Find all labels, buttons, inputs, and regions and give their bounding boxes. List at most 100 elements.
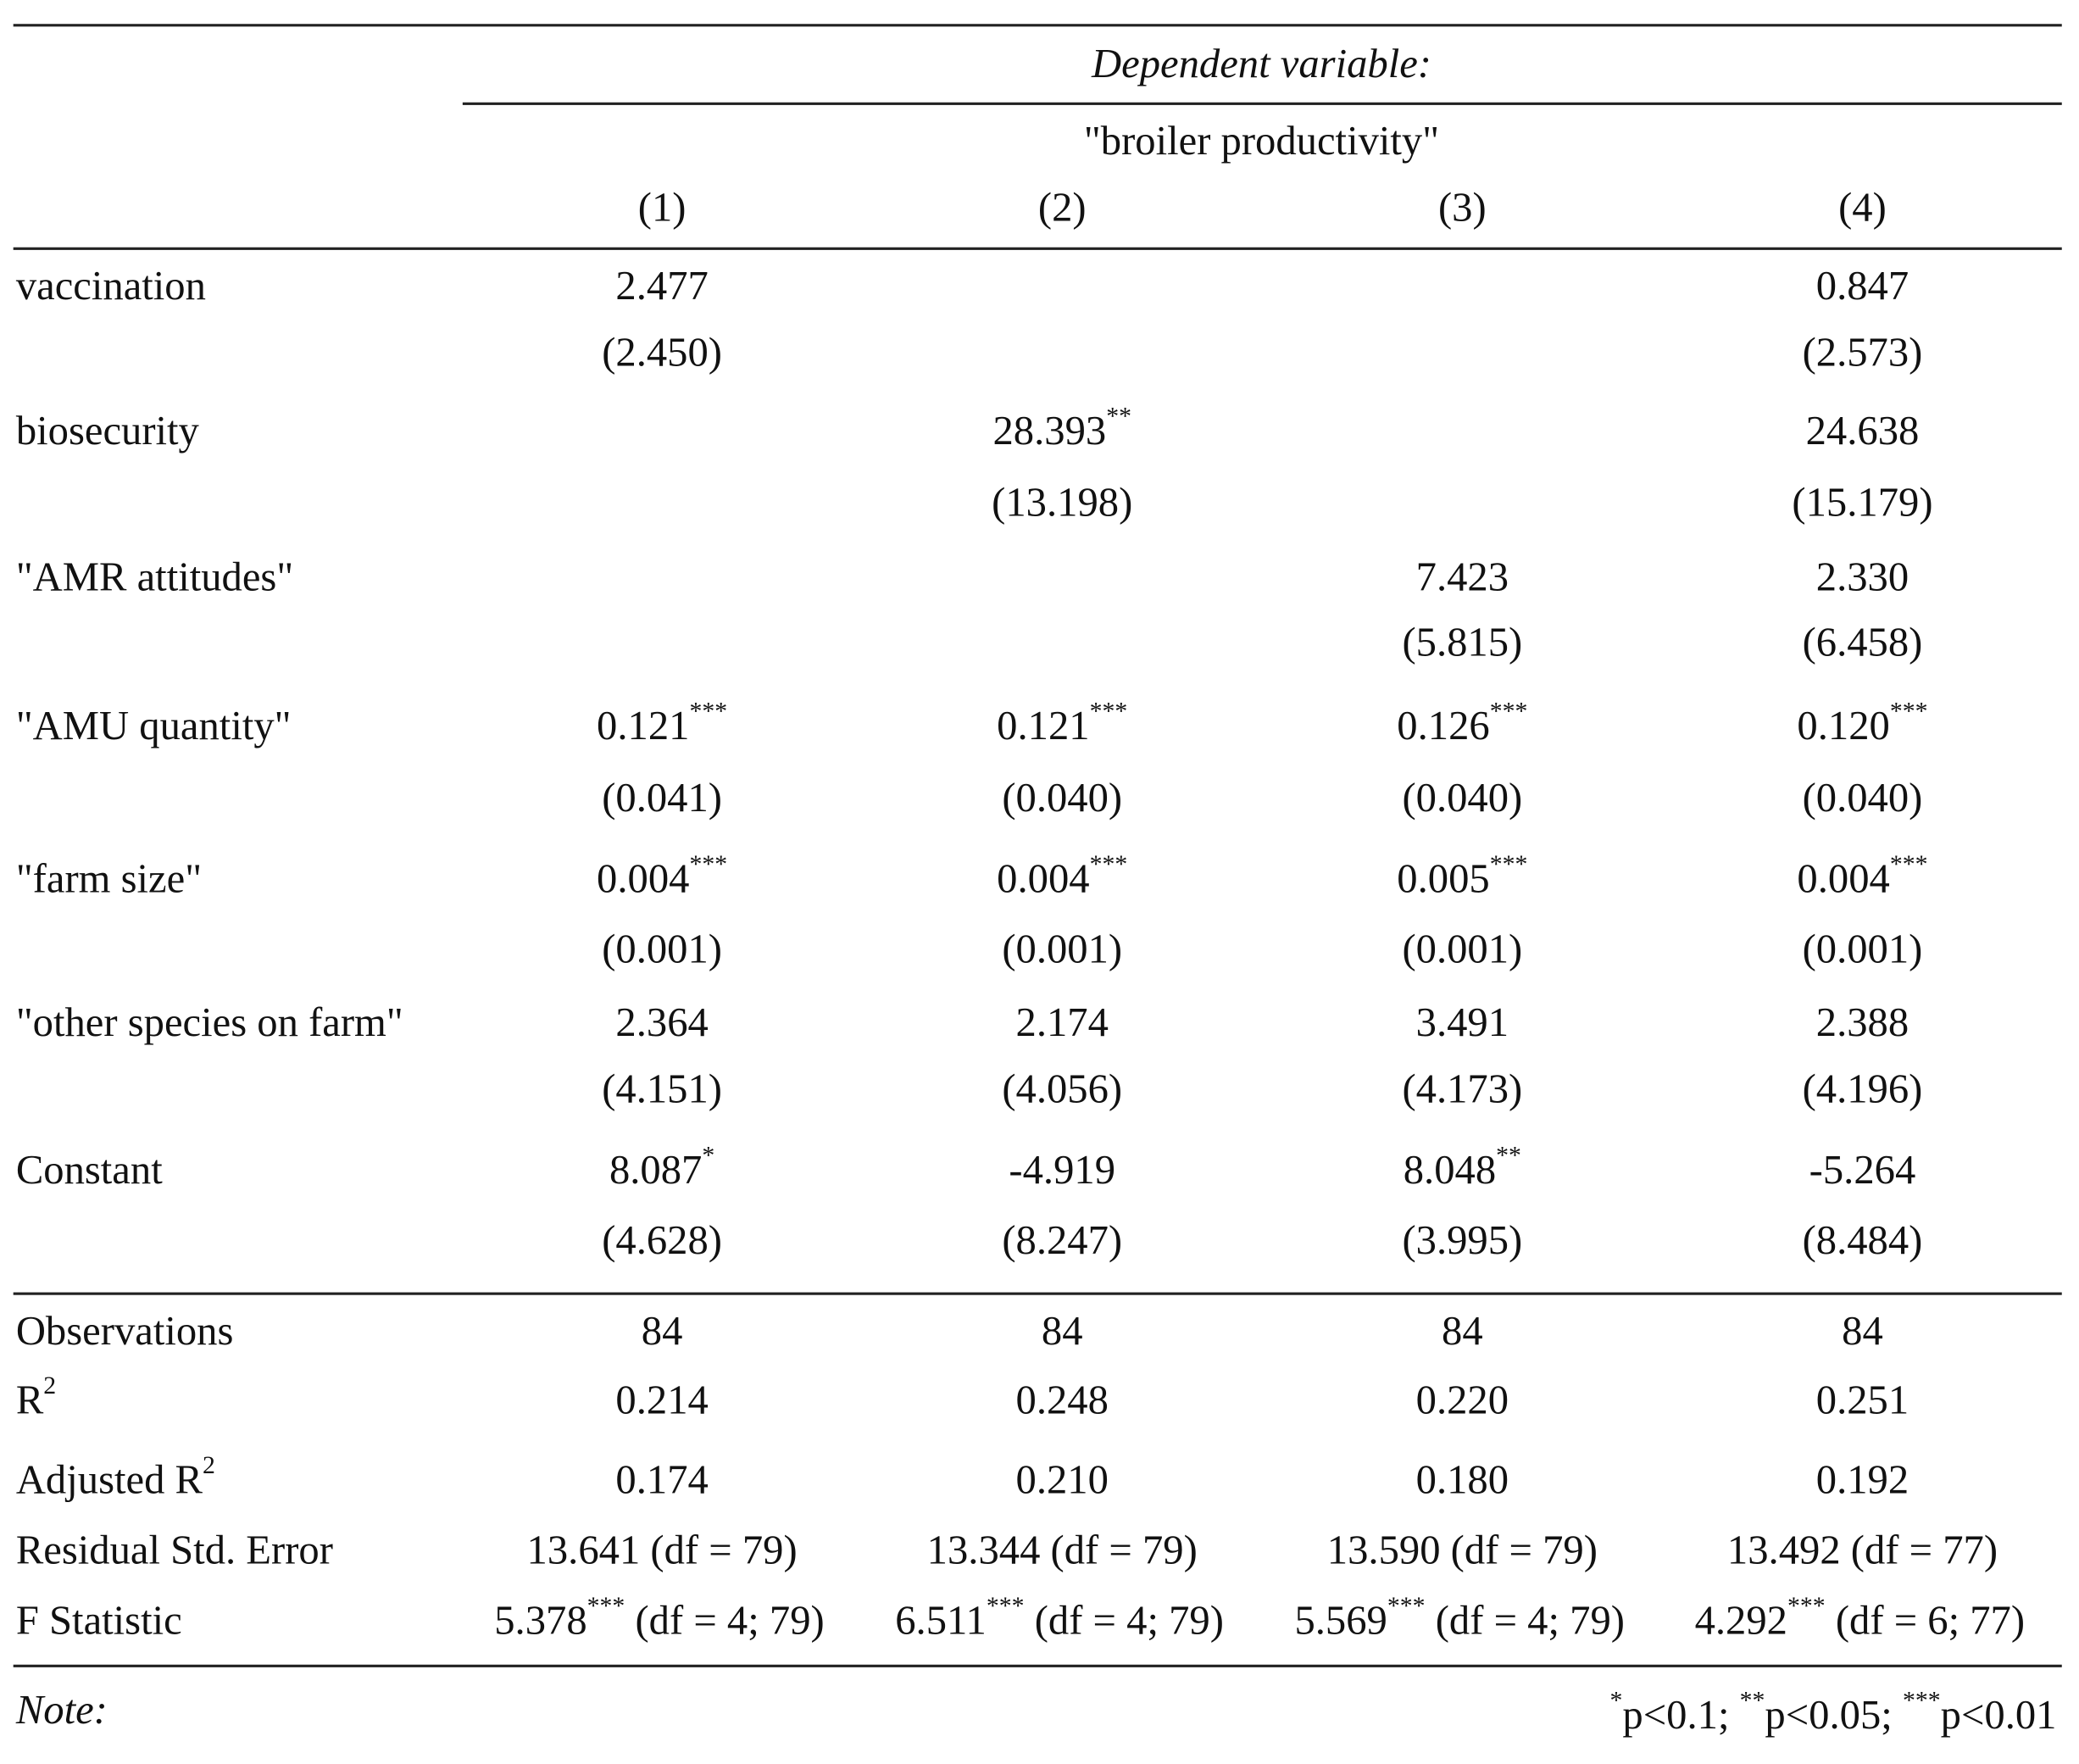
f-statistic-value-4: 4.292*** (df = 6; 77) <box>1694 1593 2026 1644</box>
significance-stars: *** <box>689 850 728 879</box>
standard-error-other-species-on-farm-3: (4.173) <box>1402 1065 1523 1112</box>
row-label-amr-attitudes: "AMR attitudes" <box>15 553 294 600</box>
f-statistic-value-2: 6.511*** (df = 4; 79) <box>895 1593 1224 1644</box>
adjusted-r-squared-value-2: 0.210 <box>1015 1455 1109 1503</box>
coefficient-other-species-on-farm-4: 2.388 <box>1815 998 1909 1045</box>
coefficient-farm-size-4: 0.004*** <box>1797 850 1928 902</box>
significance-stars: *** <box>1089 698 1128 726</box>
coefficient-constant-1: 8.087* <box>609 1142 715 1193</box>
standard-error-amu-quantity-1: (0.041) <box>602 773 723 821</box>
r-squared-value-1: 0.214 <box>615 1376 709 1423</box>
coefficient-vaccination-1: 2.477 <box>615 261 709 309</box>
r-squared-value-4: 0.251 <box>1815 1376 1909 1423</box>
bottom-rule <box>13 1664 2062 1667</box>
column-header-4: (4) <box>1838 183 1887 231</box>
significance-stars: ** <box>1496 1142 1521 1171</box>
standard-error-other-species-on-farm-2: (4.056) <box>1002 1065 1123 1112</box>
column-header-1: (1) <box>637 183 687 231</box>
r-squared-label: R2 <box>15 1372 57 1423</box>
coefficient-amr-attitudes-3: 7.423 <box>1415 553 1509 600</box>
standard-error-vaccination-4: (2.573) <box>1802 328 1923 376</box>
coefficient-amu-quantity-4: 0.120*** <box>1797 698 1928 749</box>
standard-error-farm-size-2: (0.001) <box>1002 925 1123 972</box>
observations-value-1: 84 <box>641 1306 683 1354</box>
column-header-2: (2) <box>1037 183 1087 231</box>
coefficient-amr-attitudes-4: 2.330 <box>1815 553 1909 600</box>
coefficient-amu-quantity-2: 0.121*** <box>997 698 1128 749</box>
row-label-vaccination: vaccination <box>15 261 206 309</box>
dependent-variable-rule <box>462 102 2062 105</box>
standard-error-vaccination-1: (2.450) <box>602 328 723 376</box>
standard-error-farm-size-3: (0.001) <box>1402 925 1523 972</box>
row-label-biosecurity: biosecurity <box>15 406 199 454</box>
standard-error-amu-quantity-3: (0.040) <box>1402 773 1523 821</box>
f-statistic-label: F Statistic <box>15 1596 182 1644</box>
coefficient-amu-quantity-1: 0.121*** <box>597 698 728 749</box>
f-statistic-value-3: 5.569*** (df = 4; 79) <box>1294 1593 1625 1644</box>
adjusted-r-squared-value-4: 0.192 <box>1815 1455 1909 1503</box>
coefficient-farm-size-1: 0.004*** <box>597 850 728 902</box>
coefficient-constant-4: -5.264 <box>1809 1146 1916 1193</box>
significance-stars: *** <box>1489 850 1528 879</box>
dependent-variable-label: Dependent variable: <box>1091 40 1432 86</box>
coefficient-constant-3: 8.048** <box>1403 1142 1521 1193</box>
coefficient-biosecurity-4: 24.638 <box>1805 406 1920 454</box>
standard-error-amu-quantity-4: (0.040) <box>1802 773 1923 821</box>
standard-error-amr-attitudes-4: (6.458) <box>1802 618 1923 665</box>
significance-stars: * <box>702 1142 715 1171</box>
significance-note: *p<0.1; **p<0.05; ***p<0.01 <box>1609 1687 2057 1739</box>
coefficient-farm-size-3: 0.005*** <box>1397 850 1528 902</box>
standard-error-other-species-on-farm-1: (4.151) <box>602 1065 723 1112</box>
coefficient-biosecurity-2: 28.393** <box>992 403 1131 454</box>
significance-stars: *** <box>1089 850 1128 879</box>
note-label: Note: <box>15 1685 108 1733</box>
adjusted-r-squared-value-3: 0.180 <box>1415 1455 1509 1503</box>
standard-error-farm-size-1: (0.001) <box>602 925 723 972</box>
r-squared-value-3: 0.220 <box>1415 1376 1509 1423</box>
adjusted-r-squared-value-1: 0.174 <box>615 1455 709 1503</box>
residual-std-error-value-1: 13.641 (df = 79) <box>526 1526 798 1573</box>
coefficient-farm-size-2: 0.004*** <box>997 850 1128 902</box>
residual-std-error-label: Residual Std. Error <box>15 1526 333 1573</box>
f-statistic-value-1: 5.378*** (df = 4; 79) <box>494 1593 825 1644</box>
residual-std-error-value-3: 13.590 (df = 79) <box>1326 1526 1598 1573</box>
coefficient-other-species-on-farm-3: 3.491 <box>1415 998 1509 1045</box>
standard-error-constant-4: (8.484) <box>1802 1216 1923 1264</box>
standard-error-biosecurity-4: (15.179) <box>1792 478 1933 526</box>
standard-error-constant-1: (4.628) <box>602 1216 723 1264</box>
r-squared-value-2: 0.248 <box>1015 1376 1109 1423</box>
dependent-variable-name: "broiler productivity" <box>1083 117 1440 164</box>
coefficient-other-species-on-farm-1: 2.364 <box>615 998 709 1045</box>
standard-error-constant-2: (8.247) <box>1002 1216 1123 1264</box>
stats-rule <box>13 1292 2062 1295</box>
significance-stars: *** <box>689 698 728 726</box>
standard-error-biosecurity-2: (13.198) <box>992 478 1133 526</box>
significance-stars: *** <box>1889 698 1928 726</box>
observations-label: Observations <box>15 1306 234 1354</box>
residual-std-error-value-4: 13.492 (df = 77) <box>1726 1526 1998 1573</box>
coefficient-amu-quantity-3: 0.126*** <box>1397 698 1528 749</box>
significance-stars: *** <box>1489 698 1528 726</box>
significance-stars: *** <box>1889 850 1928 879</box>
observations-value-3: 84 <box>1442 1306 1483 1354</box>
row-label-constant: Constant <box>15 1146 163 1193</box>
observations-value-4: 84 <box>1842 1306 1883 1354</box>
standard-error-amu-quantity-2: (0.040) <box>1002 773 1123 821</box>
significance-stars: ** <box>1106 403 1131 431</box>
standard-error-amr-attitudes-3: (5.815) <box>1402 618 1523 665</box>
row-label-farm-size: "farm size" <box>15 854 203 902</box>
header-rule <box>13 247 2062 250</box>
standard-error-other-species-on-farm-4: (4.196) <box>1802 1065 1923 1112</box>
standard-error-farm-size-4: (0.001) <box>1802 925 1923 972</box>
coefficient-other-species-on-farm-2: 2.174 <box>1015 998 1109 1045</box>
top-rule <box>13 24 2062 27</box>
row-label-other-species-on-farm: "other species on farm" <box>15 998 403 1045</box>
column-header-3: (3) <box>1437 183 1487 231</box>
observations-value-2: 84 <box>1041 1306 1083 1354</box>
coefficient-constant-2: -4.919 <box>1009 1146 1116 1193</box>
row-label-amu-quantity: "AMU quantity" <box>15 702 292 749</box>
residual-std-error-value-2: 13.344 (df = 79) <box>926 1526 1198 1573</box>
adjusted-r-squared-label: Adjusted R2 <box>15 1451 215 1503</box>
standard-error-constant-3: (3.995) <box>1402 1216 1523 1264</box>
